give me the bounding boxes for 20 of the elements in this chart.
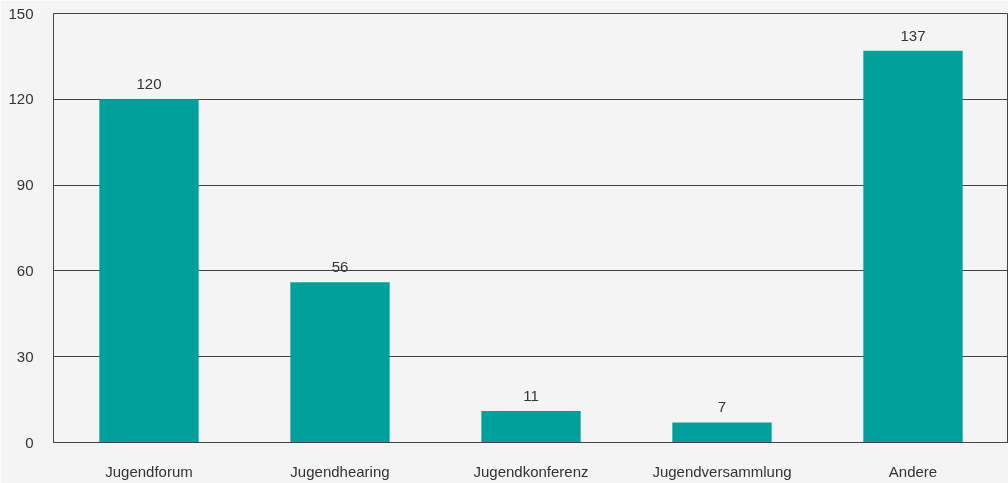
data-label: 120 — [136, 75, 162, 93]
x-tick-label: Jugendkonferenz — [473, 462, 589, 480]
y-tick-label: 120 — [8, 90, 34, 108]
bar — [481, 411, 581, 443]
bar — [863, 50, 963, 443]
y-tick-label: 0 — [25, 433, 34, 451]
x-tick-label: Andere — [888, 462, 938, 480]
data-label: 11 — [523, 387, 539, 405]
y-tick-label: 60 — [16, 261, 34, 279]
data-label: 137 — [900, 26, 926, 44]
bar — [99, 99, 199, 443]
x-tick-label: Jugendversammlung — [652, 462, 792, 480]
x-tick-label: Jugendhearing — [290, 462, 390, 480]
data-label: 7 — [717, 398, 727, 416]
y-tick-label: 150 — [8, 4, 34, 22]
bar — [672, 422, 772, 443]
y-tick-label: 30 — [16, 347, 34, 365]
y-tick-label: 90 — [16, 176, 34, 194]
x-tick-label: Jugendforum — [105, 462, 193, 480]
bar — [290, 282, 390, 443]
